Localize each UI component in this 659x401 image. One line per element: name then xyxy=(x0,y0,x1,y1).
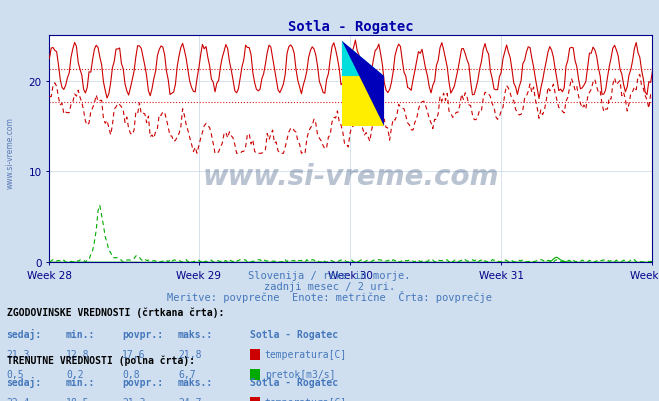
Text: temperatura[C]: temperatura[C] xyxy=(265,349,347,359)
Polygon shape xyxy=(342,42,384,127)
Text: sedaj:: sedaj: xyxy=(7,376,42,387)
Text: 24,7: 24,7 xyxy=(178,397,202,401)
Text: sedaj:: sedaj: xyxy=(7,328,42,339)
Text: Sotla - Rogatec: Sotla - Rogatec xyxy=(250,329,339,339)
Text: 12,8: 12,8 xyxy=(66,349,90,359)
Text: 21,3: 21,3 xyxy=(7,349,30,359)
Text: Meritve: povprečne  Enote: metrične  Črta: povprečje: Meritve: povprečne Enote: metrične Črta:… xyxy=(167,290,492,302)
Text: povpr.:: povpr.: xyxy=(122,377,163,387)
Text: 18,5: 18,5 xyxy=(66,397,90,401)
Text: 22,4: 22,4 xyxy=(7,397,30,401)
Text: maks.:: maks.: xyxy=(178,329,213,339)
Text: www.si-vreme.com: www.si-vreme.com xyxy=(203,162,499,190)
Text: 21,8: 21,8 xyxy=(178,349,202,359)
Text: 0,2: 0,2 xyxy=(66,369,84,379)
Text: 0,8: 0,8 xyxy=(122,369,140,379)
Text: Sotla - Rogatec: Sotla - Rogatec xyxy=(250,377,339,387)
Text: www.si-vreme.com: www.si-vreme.com xyxy=(5,117,14,188)
Bar xyxy=(342,77,384,127)
Text: Slovenija / reke in morje.: Slovenija / reke in morje. xyxy=(248,271,411,281)
Text: povpr.:: povpr.: xyxy=(122,329,163,339)
Text: TRENUTNE VREDNOSTI (polna črta):: TRENUTNE VREDNOSTI (polna črta): xyxy=(7,354,194,365)
Text: 0,5: 0,5 xyxy=(7,369,24,379)
Text: 17,6: 17,6 xyxy=(122,349,146,359)
Text: 6,7: 6,7 xyxy=(178,369,196,379)
Text: pretok[m3/s]: pretok[m3/s] xyxy=(265,369,335,379)
Text: temperatura[C]: temperatura[C] xyxy=(265,397,347,401)
Title: Sotla - Rogatec: Sotla - Rogatec xyxy=(288,20,414,34)
Text: min.:: min.: xyxy=(66,377,96,387)
Polygon shape xyxy=(342,42,384,77)
Text: 21,3: 21,3 xyxy=(122,397,146,401)
Text: ZGODOVINSKE VREDNOSTI (črtkana črta):: ZGODOVINSKE VREDNOSTI (črtkana črta): xyxy=(7,306,224,317)
Text: maks.:: maks.: xyxy=(178,377,213,387)
Text: min.:: min.: xyxy=(66,329,96,339)
Text: zadnji mesec / 2 uri.: zadnji mesec / 2 uri. xyxy=(264,282,395,292)
